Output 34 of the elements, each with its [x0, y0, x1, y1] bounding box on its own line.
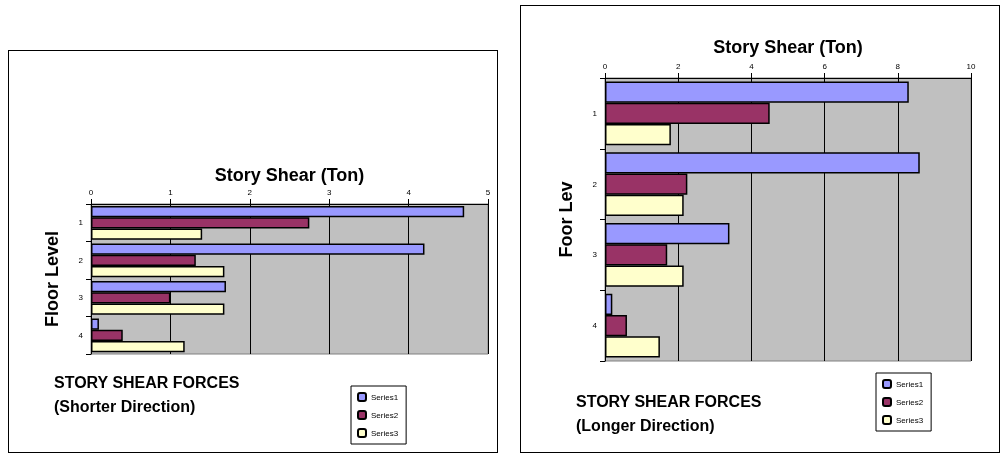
legend-label: Series1: [896, 379, 924, 389]
x-tick-label: 2: [247, 187, 253, 197]
x-tick-label: 3: [326, 187, 332, 197]
x-tick-label: 0: [602, 61, 608, 71]
text: STORY SHEAR FORCES: [576, 392, 762, 410]
y-tick-label: 1: [592, 108, 598, 118]
legend-label: Series3: [896, 415, 924, 425]
y-tick-label: 1: [78, 218, 84, 228]
y-tick-label: 4: [78, 330, 84, 340]
x-tick-label: 10: [966, 61, 976, 71]
x-tick-label: 4: [406, 187, 412, 197]
y-axis-title: Floor Level: [42, 230, 62, 328]
y-tick-label: 2: [592, 179, 598, 189]
legend-label: Series1: [371, 392, 399, 402]
x-tick-label: 1: [168, 187, 174, 197]
text: (Longer Direction): [576, 416, 715, 434]
x-tick-label: 8: [895, 61, 901, 71]
y-tick-label: 4: [592, 321, 598, 331]
x-axis-title: Story Shear (Ton): [713, 37, 863, 57]
legend-label: Series2: [896, 397, 924, 407]
y-axis-title: Foor Lev: [556, 181, 576, 258]
text: (Shorter Direction): [54, 397, 196, 415]
x-tick-label: 4: [749, 61, 755, 71]
legend-label: Series3: [371, 428, 399, 438]
x-tick-label: 2: [675, 61, 681, 71]
x-axis-title: Story Shear (Ton): [214, 165, 365, 185]
x-tick-label: 0: [88, 187, 94, 197]
x-tick-label: 5: [485, 187, 491, 197]
text: STORY SHEAR FORCES: [54, 373, 240, 391]
y-tick-label: 3: [592, 250, 598, 260]
y-tick-label: 3: [78, 293, 84, 303]
y-tick-label: 2: [78, 255, 84, 265]
x-tick-label: 6: [822, 61, 828, 71]
legend-label: Series2: [371, 410, 399, 420]
